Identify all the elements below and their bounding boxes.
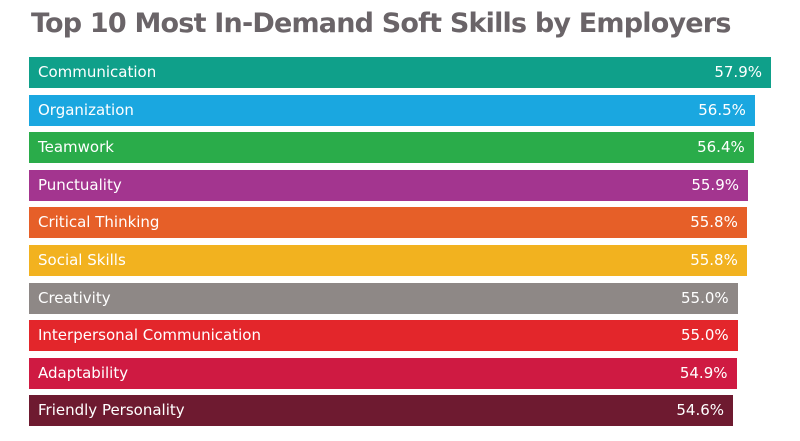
- bar-critical-thinking: Critical Thinking 55.8%: [29, 207, 747, 239]
- bar-organization: Organization 56.5%: [29, 94, 755, 126]
- bar-social-skills: Social Skills 55.8%: [29, 245, 747, 276]
- value-label: 55.0%: [680, 326, 729, 345]
- category-label: Adaptability: [38, 363, 129, 382]
- category-label: Social Skills: [38, 251, 126, 269]
- category-label: Communication: [38, 63, 157, 81]
- category-label: Teamwork: [38, 138, 114, 157]
- category-label: Critical Thinking: [38, 213, 160, 232]
- value-label: 56.5%: [698, 100, 746, 119]
- bar-interpersonal-communication: Interpersonal Communication 55.0%: [29, 320, 738, 352]
- bar-communication: Communication 57.9%: [29, 57, 771, 88]
- category-label: Punctuality: [38, 175, 122, 194]
- bar-friendly-personality: Friendly Personality 54.6%: [29, 395, 734, 427]
- value-label: 55.8%: [690, 251, 738, 269]
- value-label: 57.9%: [714, 63, 762, 81]
- bar-punctuality: Punctuality 55.9%: [29, 169, 748, 201]
- value-label: 56.4%: [697, 138, 745, 157]
- value-label: 54.6%: [676, 401, 725, 420]
- bar-creativity: Creativity 55.0%: [29, 282, 738, 314]
- category-label: Creativity: [38, 288, 111, 307]
- category-label: Interpersonal Communication: [38, 326, 261, 345]
- value-label: 54.9%: [679, 363, 728, 382]
- category-label: Organization: [38, 100, 134, 119]
- value-label: 55.9%: [691, 175, 739, 194]
- value-label: 55.0%: [680, 288, 729, 307]
- category-label: Friendly Personality: [38, 401, 185, 420]
- bar-adaptability: Adaptability 54.9%: [29, 357, 737, 389]
- chart-title: Top 10 Most In-Demand Soft Skills by Emp…: [31, 8, 731, 39]
- value-label: 55.8%: [690, 213, 738, 232]
- bar-teamwork: Teamwork 56.4%: [29, 132, 754, 164]
